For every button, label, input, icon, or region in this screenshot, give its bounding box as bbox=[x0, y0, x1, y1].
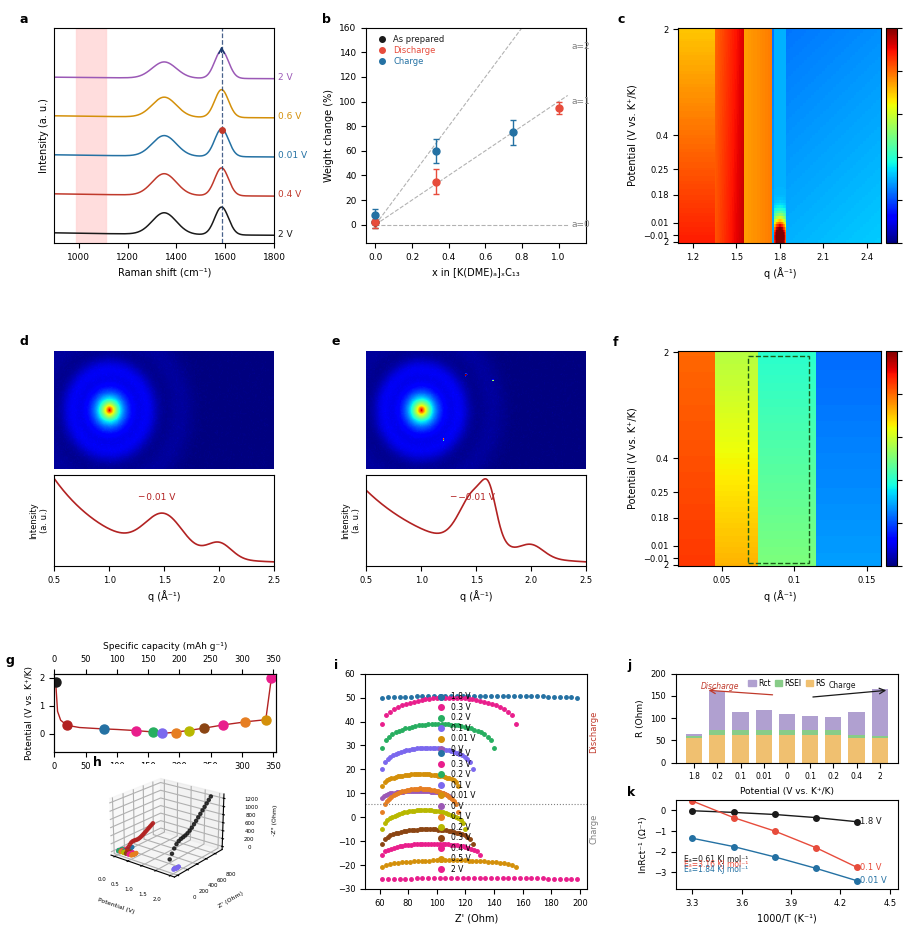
Bar bbox=[779, 714, 795, 730]
Text: j: j bbox=[627, 659, 631, 672]
Bar bbox=[748, 357, 809, 563]
Y-axis label: Intensity
(a. u.): Intensity (a. u.) bbox=[341, 502, 361, 539]
Text: Eₐ=3.16 KJ mol⁻¹: Eₐ=3.16 KJ mol⁻¹ bbox=[684, 860, 748, 870]
Bar bbox=[825, 730, 842, 735]
X-axis label: x in [K(DME)ₐ]ₓC₁₃: x in [K(DME)ₐ]ₓC₁₃ bbox=[433, 268, 520, 278]
Bar bbox=[848, 712, 864, 734]
Y-axis label: Potential (V vs. K⁺/K): Potential (V vs. K⁺/K) bbox=[24, 666, 34, 759]
Text: f: f bbox=[613, 336, 619, 349]
X-axis label: Z' (Ohm): Z' (Ohm) bbox=[454, 913, 498, 923]
Y-axis label: Weight change (%): Weight change (%) bbox=[324, 89, 334, 181]
Text: a=2: a=2 bbox=[571, 42, 590, 51]
Bar bbox=[779, 735, 795, 763]
Text: 0.01 V: 0.01 V bbox=[860, 876, 887, 885]
X-axis label: q (Å⁻¹): q (Å⁻¹) bbox=[460, 590, 493, 602]
Bar bbox=[733, 730, 748, 735]
Text: i: i bbox=[334, 659, 338, 672]
Bar bbox=[825, 735, 842, 763]
Legend: Rct, RSEI, RS: Rct, RSEI, RS bbox=[746, 676, 829, 691]
Bar bbox=[686, 738, 702, 763]
Bar bbox=[848, 738, 864, 763]
Text: 0.4 V: 0.4 V bbox=[278, 191, 301, 199]
X-axis label: Specific capacity (mAh g⁻¹): Specific capacity (mAh g⁻¹) bbox=[103, 643, 228, 651]
Y-axis label: Potential (V vs. K⁺/K): Potential (V vs. K⁺/K) bbox=[628, 407, 638, 509]
Bar bbox=[779, 730, 795, 735]
Y-axis label: lnRct⁻¹ (Ω⁻¹): lnRct⁻¹ (Ω⁻¹) bbox=[639, 816, 649, 873]
Text: 0.6 V: 0.6 V bbox=[278, 112, 301, 121]
Text: c: c bbox=[618, 14, 625, 27]
Text: Charge: Charge bbox=[590, 813, 599, 844]
Bar bbox=[802, 717, 818, 730]
Bar bbox=[872, 689, 888, 736]
Bar bbox=[872, 736, 888, 738]
Text: Eₐ=0.61 KJ mol⁻¹: Eₐ=0.61 KJ mol⁻¹ bbox=[684, 855, 748, 864]
Bar bbox=[733, 712, 748, 730]
Text: h: h bbox=[93, 757, 102, 770]
X-axis label: Potential (V): Potential (V) bbox=[97, 897, 135, 915]
Text: 0.01 V: 0.01 V bbox=[278, 151, 307, 160]
Text: Discharge: Discharge bbox=[590, 710, 599, 753]
Bar bbox=[848, 734, 864, 738]
Y-axis label: Potential (V vs. K⁺/K): Potential (V vs. K⁺/K) bbox=[628, 84, 638, 186]
Text: g: g bbox=[5, 655, 15, 668]
Text: 2 V: 2 V bbox=[278, 230, 292, 239]
Bar bbox=[756, 730, 772, 735]
Y-axis label: R (Ohm): R (Ohm) bbox=[636, 699, 645, 737]
X-axis label: 1000/T (K⁻¹): 1000/T (K⁻¹) bbox=[757, 913, 817, 923]
Bar bbox=[709, 730, 726, 735]
X-axis label: q (Å⁻¹): q (Å⁻¹) bbox=[764, 590, 796, 602]
Text: d: d bbox=[19, 335, 28, 348]
Text: Charge: Charge bbox=[829, 681, 856, 690]
Bar bbox=[872, 738, 888, 763]
Bar bbox=[802, 735, 818, 763]
Bar bbox=[686, 733, 702, 736]
Text: b: b bbox=[322, 14, 331, 27]
Legend: As prepared, Discharge, Charge: As prepared, Discharge, Charge bbox=[371, 31, 447, 69]
Bar bbox=[733, 735, 748, 763]
Text: e: e bbox=[331, 335, 340, 348]
Bar bbox=[709, 691, 726, 730]
Y-axis label: Z' (Ohm): Z' (Ohm) bbox=[218, 890, 244, 908]
Legend: 1.8 V, 0.3 V, 0.2 V, 0.1 V, 0.01 V, 0 V, 0.1 V, 0.2 V, 0.3 V, 0.4 V, 0.5 V, 2 V: 1.8 V, 0.3 V, 0.2 V, 0.1 V, 0.01 V, 0 V,… bbox=[430, 746, 478, 877]
Bar bbox=[802, 730, 818, 735]
Text: 2 V: 2 V bbox=[278, 73, 292, 82]
X-axis label: Raman shift (cm⁻¹): Raman shift (cm⁻¹) bbox=[118, 268, 211, 278]
Bar bbox=[76, 28, 106, 243]
Y-axis label: Intensity (a. u.): Intensity (a. u.) bbox=[39, 98, 49, 173]
Text: 0.1 V: 0.1 V bbox=[860, 863, 882, 871]
X-axis label: q (Å⁻¹): q (Å⁻¹) bbox=[764, 268, 796, 280]
Text: Discharge: Discharge bbox=[701, 682, 739, 691]
Text: a: a bbox=[19, 14, 28, 27]
Bar bbox=[825, 718, 842, 730]
Bar bbox=[709, 735, 726, 763]
Y-axis label: Intensity
(a. u.): Intensity (a. u.) bbox=[29, 502, 49, 539]
X-axis label: Potential (V vs. K⁺/K): Potential (V vs. K⁺/K) bbox=[740, 787, 834, 796]
Text: 1.8 V: 1.8 V bbox=[860, 818, 882, 826]
Bar bbox=[686, 736, 702, 738]
X-axis label: q (Å⁻¹): q (Å⁻¹) bbox=[148, 590, 180, 602]
Text: a=1: a=1 bbox=[571, 97, 590, 106]
Text: Eₐ=1.84 KJ mol⁻¹: Eₐ=1.84 KJ mol⁻¹ bbox=[684, 866, 748, 874]
Text: a=0: a=0 bbox=[571, 220, 590, 229]
Text: ─ 0.01 V: ─ 0.01 V bbox=[138, 494, 175, 502]
Text: ─ −0.01 V: ─ −0.01 V bbox=[450, 494, 494, 502]
Bar bbox=[756, 709, 772, 730]
Text: k: k bbox=[627, 785, 636, 798]
Bar bbox=[756, 735, 772, 763]
